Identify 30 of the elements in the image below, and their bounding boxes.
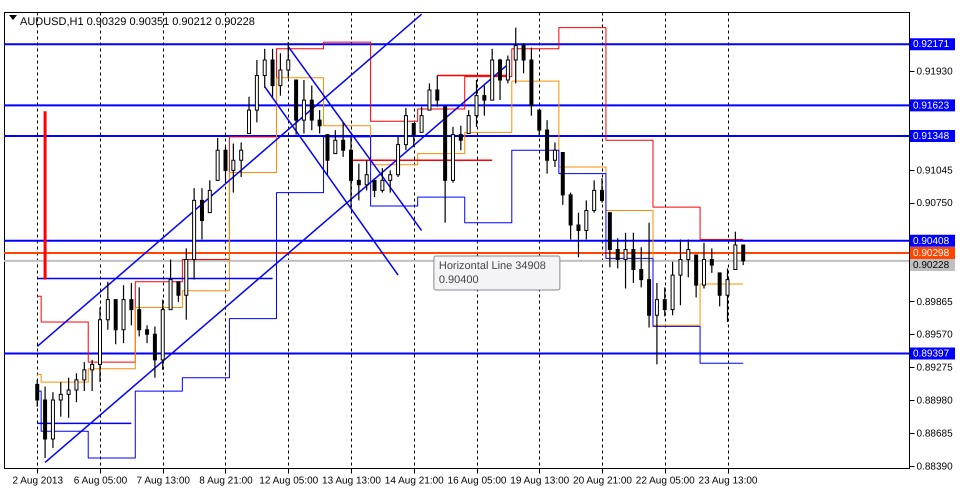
x-tick-label: 14 Aug 21:00 [384,476,444,486]
x-tick-label: 12 Aug 05:00 [259,476,319,486]
y-tick-label: 0.89865 [916,296,954,308]
ref-line-label: 0.92171 [913,39,950,50]
x-tick-label: 7 Aug 13:00 [136,476,190,486]
x-tick-label: 13 Aug 13:00 [322,476,382,486]
ref-line-label: 0.89397 [913,348,950,360]
x-tick-label: 2 Aug 2013 [12,476,64,486]
x-tick-label: 19 Aug 13:00 [510,476,570,486]
x-tick-label: 20 Aug 21:00 [573,476,632,486]
y-tick-label: 0.91930 [916,66,954,78]
x-tick-label: 16 Aug 05:00 [448,476,507,486]
y-tick-label: 0.89275 [916,362,954,374]
y-tick-label: 0.88390 [916,461,954,472]
y-tick-label: 0.88685 [916,428,954,440]
ref-line-label: 0.90298 [913,248,950,260]
chart-title: AUDUSD,H1 0.90329 0.90351 0.90212 0.90228 [20,16,255,28]
x-tick-label: 8 Aug 21:00 [199,476,254,486]
y-tick-label: 0.90750 [916,198,954,210]
y-tick-label: 0.89570 [916,330,954,341]
x-tick-label: 23 Aug 13:00 [698,476,758,486]
y-tick-label: 0.91045 [916,165,954,176]
x-tick-label: 6 Aug 05:00 [74,476,128,486]
y-tick-label: 0.88980 [916,395,954,406]
ref-line-label: 0.91348 [913,130,950,142]
ref-line-label: 0.90408 [913,236,950,247]
ref-line-label: 0.90228 [913,260,950,272]
x-tick-label: 22 Aug 05:00 [636,476,696,486]
ref-line-label: 0.91623 [913,100,950,112]
annotation: Horizontal Line 34908 0.90400 [438,260,546,286]
